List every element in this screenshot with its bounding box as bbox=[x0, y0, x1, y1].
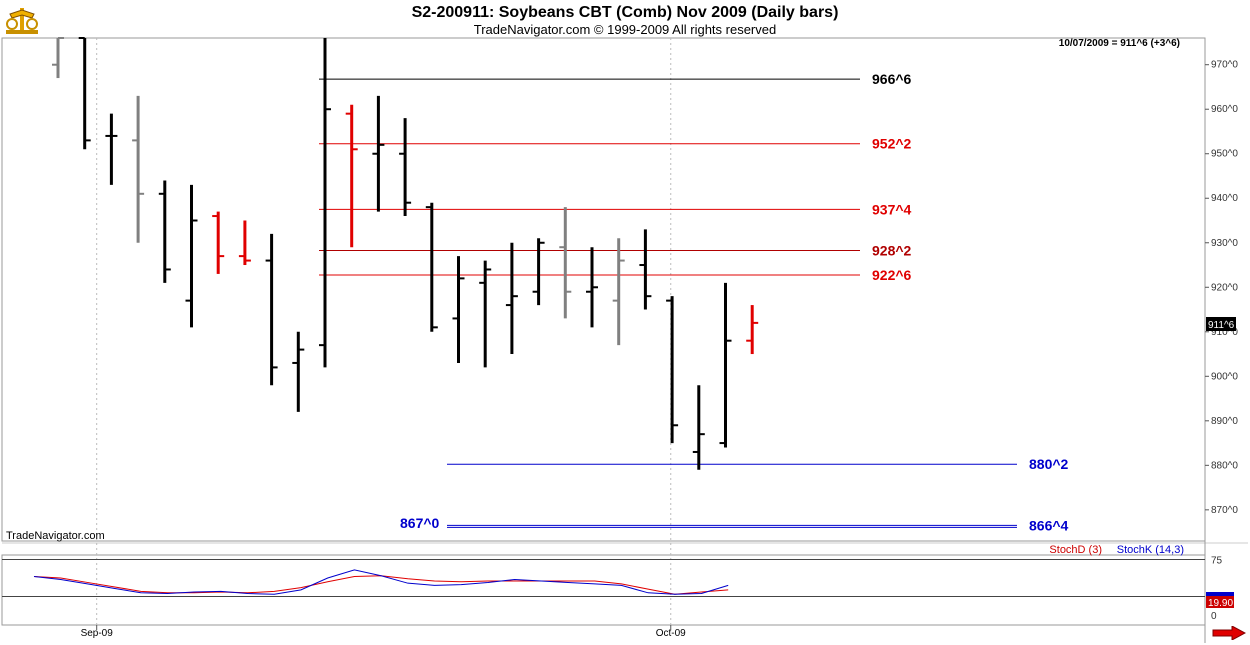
y-tick-label: 870^0 bbox=[1211, 505, 1238, 516]
y-tick-label: 900^0 bbox=[1211, 371, 1238, 382]
x-tick-label: Sep-09 bbox=[81, 628, 114, 639]
ohlc-bar bbox=[292, 331, 305, 412]
last-price-label: 911^6 bbox=[1208, 320, 1235, 331]
y-tick-label: 910^0 bbox=[1211, 327, 1238, 338]
chart-header: S2-200911: Soybeans CBT (Comb) Nov 2009 … bbox=[0, 0, 1250, 38]
stoch-tick-label: 75 bbox=[1211, 556, 1223, 567]
ohlc-bar bbox=[719, 282, 732, 448]
ohlc-bar bbox=[52, 37, 64, 79]
ohlc-bar bbox=[532, 238, 545, 306]
y-tick-label: 960^0 bbox=[1211, 104, 1238, 115]
level-label: 880^2 bbox=[1029, 456, 1069, 472]
y-tick-label: 970^0 bbox=[1211, 60, 1238, 71]
level-label: 922^6 bbox=[872, 267, 912, 283]
y-tick-label: 930^0 bbox=[1211, 238, 1238, 249]
ohlc-bar bbox=[185, 184, 198, 328]
level-label: 928^2 bbox=[872, 243, 912, 259]
ohlc-bar bbox=[612, 238, 625, 346]
y-tick-label: 950^0 bbox=[1211, 149, 1238, 160]
y-tick-label: 920^0 bbox=[1211, 282, 1238, 293]
last-price-date-label: 10/07/2009 = 911^6 (+3^6) bbox=[1059, 38, 1180, 49]
y-tick-label: 890^0 bbox=[1211, 416, 1238, 427]
x-tick-label: Oct-09 bbox=[656, 628, 686, 639]
scroll-right-arrow-icon[interactable] bbox=[1212, 625, 1247, 641]
ohlc-bar bbox=[345, 104, 358, 248]
ohlc-bar bbox=[319, 38, 331, 368]
stoch-tick-label: 0 bbox=[1211, 611, 1217, 622]
ohlc-bar bbox=[399, 118, 412, 217]
ohlc-bar bbox=[132, 95, 145, 243]
price-panel bbox=[1, 37, 1206, 542]
level-label: 966^6 bbox=[872, 71, 912, 87]
ohlc-bar bbox=[212, 211, 225, 274]
ohlc-bar bbox=[425, 202, 438, 332]
last-price-box bbox=[1206, 316, 1236, 331]
ohlc-bar bbox=[78, 37, 91, 150]
ohlc-bar bbox=[639, 229, 652, 310]
stoch-panel bbox=[1, 554, 1206, 626]
ohlc-bar bbox=[452, 256, 465, 363]
ohlc-bar bbox=[479, 260, 492, 368]
ohlc-bar bbox=[105, 113, 118, 185]
level-label: 952^2 bbox=[872, 136, 912, 152]
ohlc-bar bbox=[586, 247, 598, 328]
level-label-left: 867^0 bbox=[400, 515, 440, 531]
ohlc-bar bbox=[746, 305, 759, 355]
ohlc-bar bbox=[666, 296, 679, 444]
ohlc-bar bbox=[505, 242, 518, 355]
y-tick-label: 880^0 bbox=[1211, 460, 1238, 471]
copyright-text: TradeNavigator.com © 1999-2009 All right… bbox=[473, 22, 777, 37]
stoch-series-line bbox=[33, 569, 729, 595]
ohlc-bar bbox=[238, 220, 251, 266]
legend-stochd: StochD (3) bbox=[1049, 544, 1102, 556]
legend-stochk: StochK (14,3) bbox=[1117, 544, 1184, 556]
stoch-last-value: 19.90 bbox=[1208, 598, 1233, 609]
tradenavigator-logo-icon[interactable] bbox=[4, 4, 40, 36]
y-tick-label: 940^0 bbox=[1211, 193, 1238, 204]
level-label: 866^4 bbox=[1029, 517, 1069, 533]
ohlc-bar bbox=[559, 207, 572, 319]
level-label: 937^4 bbox=[872, 201, 912, 217]
watermark-text: TradeNavigator.com bbox=[6, 530, 105, 542]
ohlc-bar bbox=[372, 95, 385, 212]
ohlc-bar bbox=[692, 385, 705, 470]
ohlc-bar bbox=[265, 233, 278, 386]
ohlc-bar bbox=[158, 180, 171, 283]
stoch-last-box-d bbox=[1206, 596, 1234, 608]
chart-title: S2-200911: Soybeans CBT (Comb) Nov 2009 … bbox=[411, 4, 839, 21]
